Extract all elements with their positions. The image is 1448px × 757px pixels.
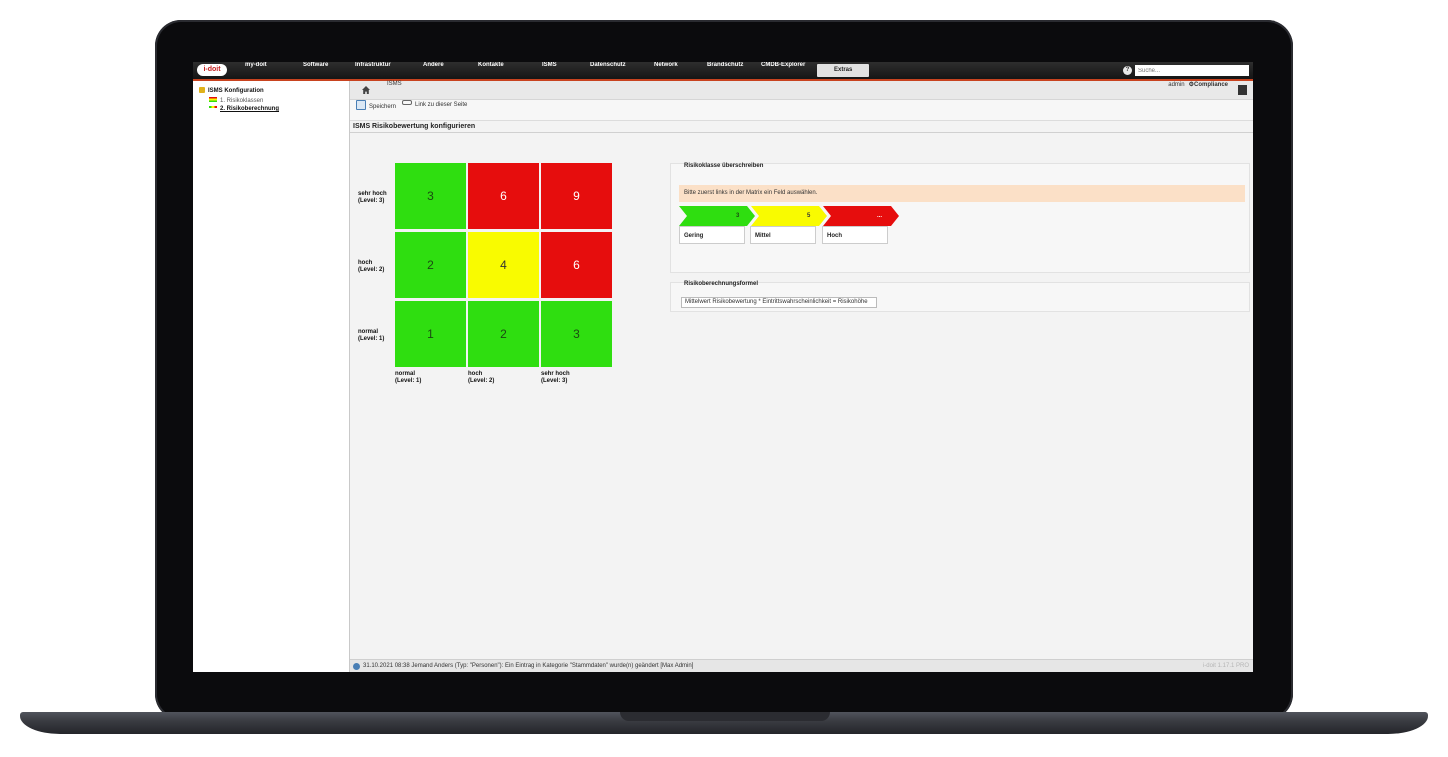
status-message: 31.10.2021 08:38 Jemand Anders (Typ: "Pe…: [363, 663, 694, 669]
nav-andere[interactable]: Andere: [423, 62, 444, 68]
risk-class-arrow-mittel[interactable]: [751, 206, 827, 226]
matrix-cell-2-2[interactable]: 4: [468, 232, 539, 298]
nav-brandschutz[interactable]: Brandschutz: [707, 62, 744, 68]
toolbar: Speichern Link zu dieser Seite: [350, 100, 1253, 121]
tree-root-label: ISMS Konfiguration: [208, 88, 264, 94]
calculation-icon: [209, 106, 217, 108]
risk-class-label-hoch[interactable]: Hoch: [822, 226, 888, 244]
nav-cmdb-explorer[interactable]: CMDB-Explorer: [761, 62, 806, 68]
nav-my-doit[interactable]: my-doit: [245, 62, 267, 68]
laptop-base: [20, 712, 1428, 734]
matrix-cell-1-2[interactable]: 2: [468, 301, 539, 367]
top-navigation: i-doit my-doit Software Infrastruktur An…: [193, 62, 1253, 81]
main-content: ISMS admin ⚙Compliance Speichern Link zu …: [350, 81, 1253, 657]
risk-classes-icon: [209, 97, 217, 102]
matrix-cell-2-3[interactable]: 6: [541, 232, 612, 298]
search-input[interactable]: [1135, 65, 1249, 76]
tenant-name[interactable]: Compliance: [1193, 82, 1228, 88]
matrix-cell-1-3[interactable]: 3: [541, 301, 612, 367]
laptop-notch: [620, 712, 830, 721]
matrix-cell-2-1[interactable]: 2: [395, 232, 466, 298]
tree-item-label: 1. Risikoklassen: [220, 98, 264, 104]
version-label: i-doit 1.17.1 PRO: [1202, 663, 1249, 669]
link-button[interactable]: Link zu dieser Seite: [402, 100, 467, 108]
risk-class-arrow-hoch[interactable]: [823, 206, 899, 226]
matrix-cell-3-1[interactable]: 3: [395, 163, 466, 229]
nav-kontakte[interactable]: Kontakte: [478, 62, 504, 68]
nav-extras[interactable]: Extras: [817, 64, 870, 77]
formula-field[interactable]: Mittelwert Risikobewertung * Eintrittswa…: [681, 297, 877, 308]
lock-icon: [199, 87, 205, 93]
matrix-cell-1-1[interactable]: 1: [395, 301, 466, 367]
row-label-sehr-hoch: sehr hoch (Level: 3): [358, 191, 387, 204]
risk-override-title: Risikoklasse überschreiben: [684, 163, 764, 169]
tree-root[interactable]: ISMS Konfiguration: [199, 87, 264, 94]
col-label-hoch: hoch (Level: 2): [468, 371, 495, 384]
risk-class-hoch-max: ...: [877, 213, 883, 219]
risk-override-panel: Risikoklasse überschreiben Bitte zuerst …: [670, 163, 1250, 273]
help-icon[interactable]: ?: [1123, 66, 1132, 75]
home-icon[interactable]: [362, 86, 370, 94]
risk-class-gering-max: 3: [736, 213, 740, 219]
user-name[interactable]: admin: [1168, 82, 1185, 88]
risk-class-label-mittel[interactable]: Mittel: [750, 226, 816, 244]
link-label: Link zu dieser Seite: [415, 102, 468, 108]
user-info: admin ⚙Compliance: [1168, 82, 1228, 88]
col-label-sehr-hoch: sehr hoch (Level: 3): [541, 371, 570, 384]
formula-panel: Risikoberechnungsformel Mittelwert Risik…: [670, 281, 1250, 312]
risk-class-label-gering[interactable]: Gering: [679, 226, 745, 244]
breadcrumb: ISMS admin ⚙Compliance: [350, 81, 1253, 100]
matrix-cell-3-3[interactable]: 9: [541, 163, 612, 229]
tree-item-label: 2. Risikoberechnung: [220, 106, 280, 112]
page-title: ISMS Risikobewertung konfigurieren: [350, 121, 1253, 133]
save-label: Speichern: [369, 104, 397, 110]
row-label-hoch: hoch (Level: 2): [358, 260, 385, 273]
nav-network[interactable]: Network: [654, 62, 678, 68]
hint-message: Bitte zuerst links in der Matrix ein Fel…: [679, 185, 1245, 202]
user-icon[interactable]: [1238, 85, 1247, 95]
app-screen: i-doit my-doit Software Infrastruktur An…: [193, 62, 1253, 672]
risk-class-arrow-gering[interactable]: [679, 206, 755, 226]
col-label-normal: normal (Level: 1): [395, 371, 422, 384]
nav-infrastruktur[interactable]: Infrastruktur: [355, 62, 391, 68]
matrix-cell-3-2[interactable]: 6: [468, 163, 539, 229]
sidebar-tree: ISMS Konfiguration 1. Risikoklassen 2. R…: [193, 81, 350, 672]
logo[interactable]: i-doit: [197, 64, 227, 76]
nav-software[interactable]: Software: [303, 62, 329, 68]
formula-title: Risikoberechnungsformel: [684, 281, 759, 287]
tree-item-risikoberechnung[interactable]: 2. Risikoberechnung: [209, 106, 279, 112]
nav-isms[interactable]: ISMS: [542, 62, 557, 68]
nav-datenschutz[interactable]: Datenschutz: [590, 62, 626, 68]
status-bar: 31.10.2021 08:38 Jemand Anders (Typ: "Pe…: [350, 659, 1253, 672]
row-label-normal: normal (Level: 1): [358, 329, 385, 342]
link-icon: [402, 100, 412, 105]
tree-item-risikoklassen[interactable]: 1. Risikoklassen: [209, 97, 263, 104]
save-icon: [356, 100, 366, 110]
risk-class-mittel-max: 5: [807, 213, 811, 219]
save-button[interactable]: Speichern: [356, 100, 396, 110]
info-icon: [353, 663, 360, 670]
breadcrumb-item[interactable]: ISMS: [387, 81, 402, 87]
